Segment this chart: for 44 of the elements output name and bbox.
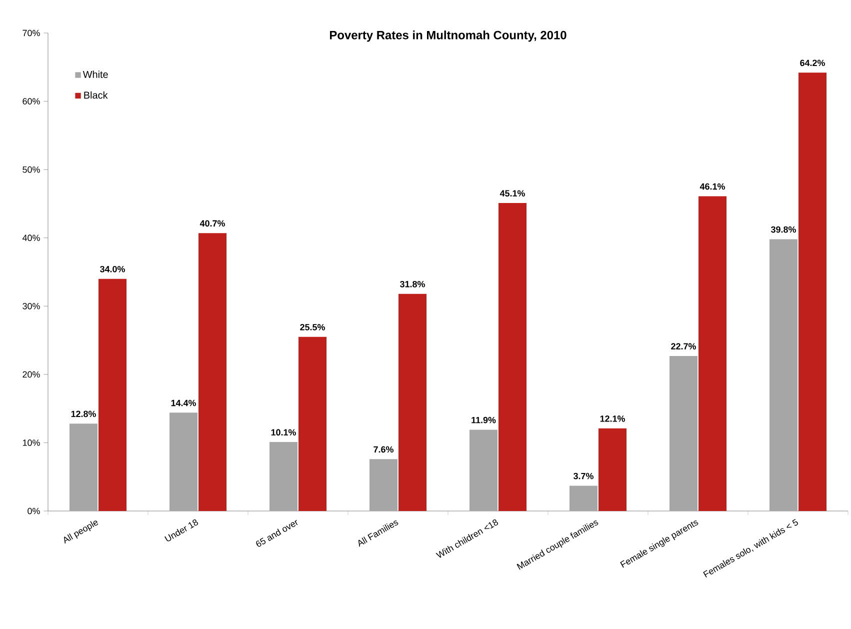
bar <box>470 430 498 511</box>
y-tick-label: 40% <box>22 234 40 242</box>
data-label: 11.9% <box>472 416 496 424</box>
bar <box>770 239 798 511</box>
y-tick-label: 60% <box>22 98 40 104</box>
bar <box>398 294 426 511</box>
data-label: 12.8% <box>71 410 96 418</box>
bar <box>198 233 226 511</box>
y-tick-label: 0% <box>28 508 40 514</box>
data-label: 7.6% <box>374 446 394 453</box>
bar <box>798 72 827 511</box>
bar <box>570 486 598 511</box>
bar <box>670 356 698 511</box>
bar <box>698 196 727 511</box>
y-tick-label: 20% <box>22 371 40 378</box>
legend-label: Black <box>84 91 108 99</box>
bar <box>170 412 198 511</box>
data-label: 22.7% <box>671 343 696 350</box>
data-label: 3.7% <box>573 472 594 480</box>
chart-title: Poverty Rates in Multnomah County, 2010 <box>330 30 566 42</box>
y-tick-label: 10% <box>22 440 40 446</box>
data-label: 40.7% <box>200 220 225 227</box>
bar <box>370 459 398 511</box>
data-label: 34.0% <box>100 266 125 272</box>
data-label: 12.1% <box>600 416 625 422</box>
legend-label: White <box>82 70 108 78</box>
y-tick-label: 30% <box>22 302 40 310</box>
data-label: 25.5% <box>300 324 325 330</box>
data-label: 45.1% <box>500 190 525 197</box>
bar <box>498 203 527 511</box>
data-label: 14.4% <box>171 400 196 406</box>
bar <box>70 424 98 511</box>
data-label: 39.8% <box>770 226 796 233</box>
bar <box>270 442 298 511</box>
bar <box>98 278 126 511</box>
data-label: 64.2% <box>800 60 825 66</box>
bar <box>298 336 326 511</box>
data-label: 46.1% <box>700 183 725 190</box>
x-tick-label: 65 and over <box>256 520 298 547</box>
data-label: 10.1% <box>271 429 296 436</box>
y-tick-label: 70% <box>22 30 40 36</box>
y-tick-label: 50% <box>22 166 40 173</box>
bar <box>598 428 627 511</box>
data-label: 31.8% <box>400 280 425 288</box>
